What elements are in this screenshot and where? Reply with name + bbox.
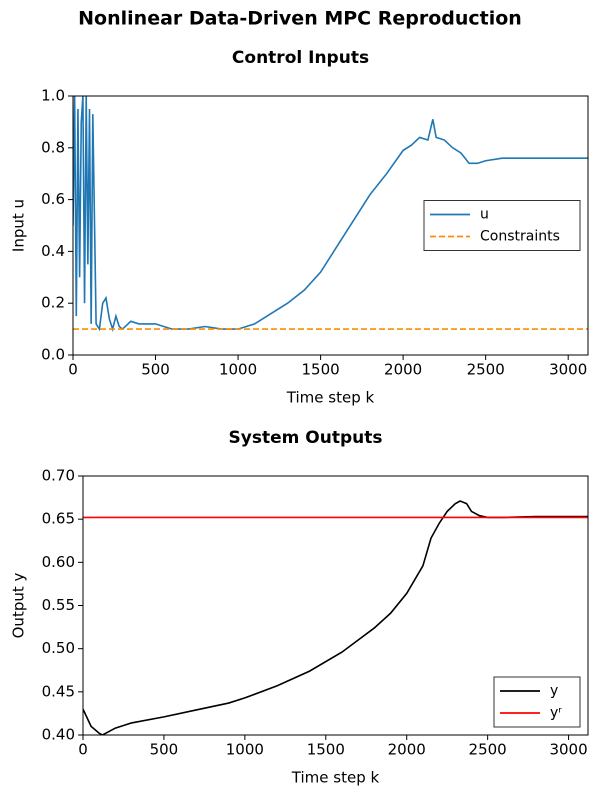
x-tick-label: 1000 — [226, 741, 264, 759]
plot-area — [83, 500, 588, 735]
x-tick-label: 3000 — [549, 741, 587, 759]
legend-label: Constraints — [480, 229, 560, 245]
plot-area — [73, 96, 588, 332]
x-tick-label: 2500 — [469, 741, 507, 759]
x-axis-label: Time step k — [291, 769, 380, 787]
y-tick-label: 0.0 — [41, 346, 65, 364]
y-tick-label: 0.60 — [42, 553, 75, 571]
legend-label: u — [480, 207, 489, 223]
x-axis-label: Time step k — [286, 389, 375, 407]
axes-title: System Outputs — [229, 428, 383, 448]
y-tick-label: 0.4 — [41, 242, 65, 260]
y-tick-label: 0.8 — [41, 138, 65, 156]
axes-frame — [82, 475, 589, 736]
legend-box — [493, 676, 581, 728]
series-line — [83, 500, 588, 735]
legend-label: yʳ — [550, 705, 562, 721]
x-tick-label: 1500 — [302, 361, 340, 379]
x-tick-label: 0 — [68, 361, 78, 379]
x-tick-label: 500 — [141, 361, 170, 379]
legend-box — [423, 200, 581, 251]
legend-label: y — [550, 683, 558, 699]
y-tick-label: 1.0 — [41, 87, 65, 105]
y-axis-label: Input u — [10, 199, 28, 252]
y-tick-label: 0.45 — [42, 682, 75, 700]
x-tick-label: 1500 — [307, 741, 345, 759]
y-tick-label: 0.6 — [41, 190, 65, 208]
x-tick-label: 2500 — [467, 361, 505, 379]
series-line — [73, 96, 588, 332]
y-tick-label: 0.65 — [42, 510, 75, 528]
y-tick-label: 0.70 — [42, 467, 75, 485]
axes-frame — [72, 95, 589, 356]
x-tick-label: 3000 — [549, 361, 587, 379]
axes-title: Control Inputs — [232, 48, 369, 68]
x-tick-label: 2000 — [384, 361, 422, 379]
y-tick-label: 0.50 — [42, 639, 75, 657]
x-tick-label: 500 — [150, 741, 179, 759]
x-tick-label: 0 — [78, 741, 88, 759]
y-tick-label: 0.55 — [42, 596, 75, 614]
y-axis-label: Output y — [10, 573, 28, 639]
y-tick-label: 0.40 — [42, 726, 75, 744]
y-tick-label: 0.2 — [41, 294, 65, 312]
x-tick-label: 1000 — [219, 361, 257, 379]
x-tick-label: 2000 — [388, 741, 426, 759]
figure-title: Nonlinear Data-Driven MPC Reproduction — [78, 8, 522, 30]
